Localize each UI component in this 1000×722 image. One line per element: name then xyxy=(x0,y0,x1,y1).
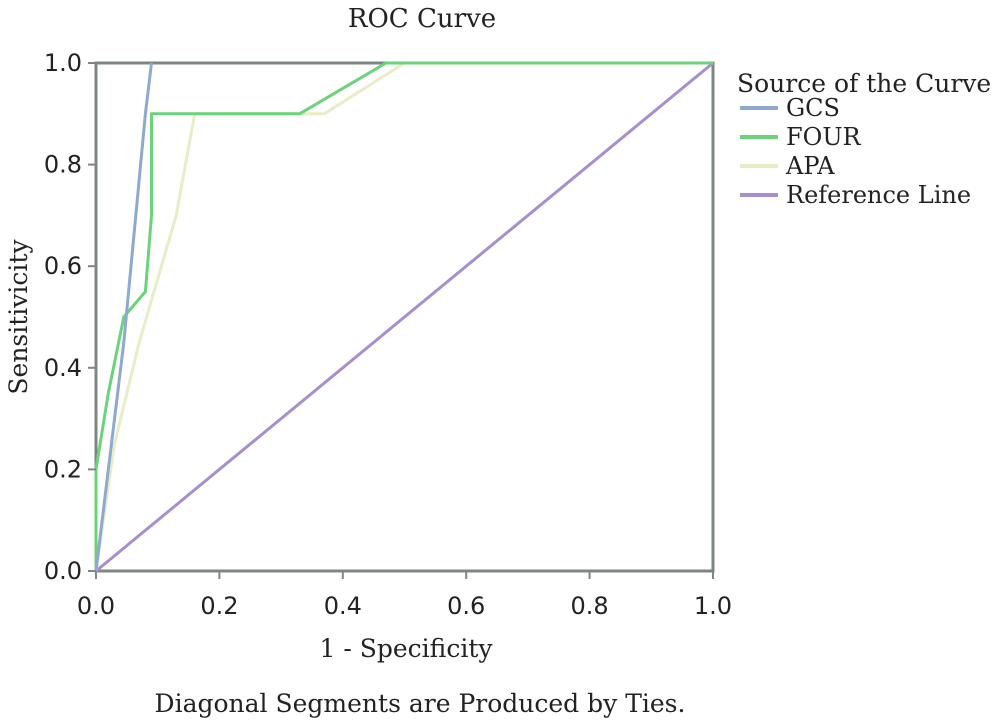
y-tick-label: 0.0 xyxy=(44,557,82,585)
x-tick-label: 1.0 xyxy=(694,592,732,620)
x-tick-label: 0.2 xyxy=(200,592,238,620)
x-tick-label: 0.8 xyxy=(571,592,609,620)
x-axis-ticks: 0.0 0.2 0.4 0.6 0.8 1.0 xyxy=(77,571,732,620)
x-tick-label: 0.6 xyxy=(447,592,485,620)
series-layer xyxy=(94,61,714,573)
legend-label-gcs: GCS xyxy=(786,94,840,122)
y-tick-label: 0.6 xyxy=(44,252,82,280)
series-line-four xyxy=(94,61,713,571)
series-line-gcs xyxy=(94,62,153,572)
x-tick-label: 0.0 xyxy=(77,592,115,620)
chart-title: ROC Curve xyxy=(348,4,496,34)
legend-title: Source of the Curve xyxy=(737,69,991,98)
y-axis-ticks: 0.0 0.2 0.4 0.6 0.8 1.0 xyxy=(44,49,96,585)
footnote: Diagonal Segments are Produced by Ties. xyxy=(155,689,686,718)
legend-label-reference-line: Reference Line xyxy=(786,181,971,209)
x-axis-label: 1 - Specificity xyxy=(319,634,493,663)
y-tick-label: 0.2 xyxy=(44,455,82,483)
y-tick-label: 0.8 xyxy=(44,151,82,179)
x-tick-label: 0.4 xyxy=(324,592,362,620)
y-tick-label: 0.4 xyxy=(44,354,82,382)
y-tick-label: 1.0 xyxy=(44,49,82,77)
series-line-apa xyxy=(94,61,713,572)
legend-label-apa: APA xyxy=(785,152,835,180)
legend-label-four: FOUR xyxy=(786,123,862,151)
legend: Source of the Curve GCSFOURAPAReference … xyxy=(737,69,991,209)
series-line-reference-line xyxy=(95,61,714,573)
y-axis-label: Sensitivicity xyxy=(4,239,33,395)
